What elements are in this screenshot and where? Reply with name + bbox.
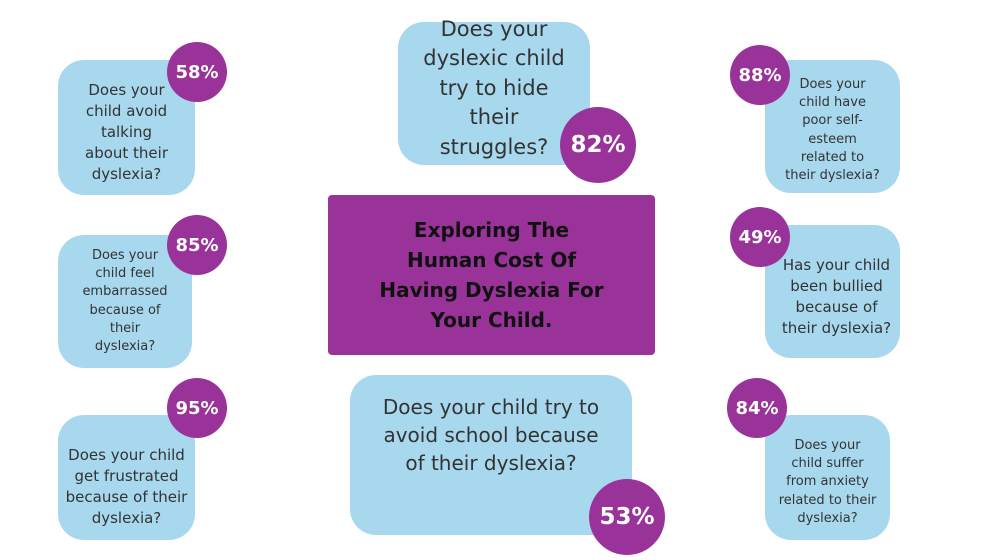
question-card: Does your child get frustrated because o… [58, 415, 195, 540]
percent-badge: 88% [730, 45, 790, 105]
question-card: Does your child suffer from anxiety rela… [765, 415, 890, 540]
question-card: Does your child try to avoid school beca… [350, 375, 632, 535]
title: Exploring The Human Cost Of Having Dysle… [328, 195, 655, 355]
percent-badge: 53% [589, 479, 665, 555]
percent-badge: 82% [560, 107, 636, 183]
question-card: Has your child been bullied because of t… [765, 225, 900, 358]
percent-badge: 84% [727, 378, 787, 438]
percent-badge: 58% [167, 42, 227, 102]
question-card: Does your dyslexic child try to hide the… [398, 17, 590, 165]
percent-badge: 95% [167, 378, 227, 438]
percent-badge: 49% [730, 207, 790, 267]
percent-badge: 85% [167, 215, 227, 275]
